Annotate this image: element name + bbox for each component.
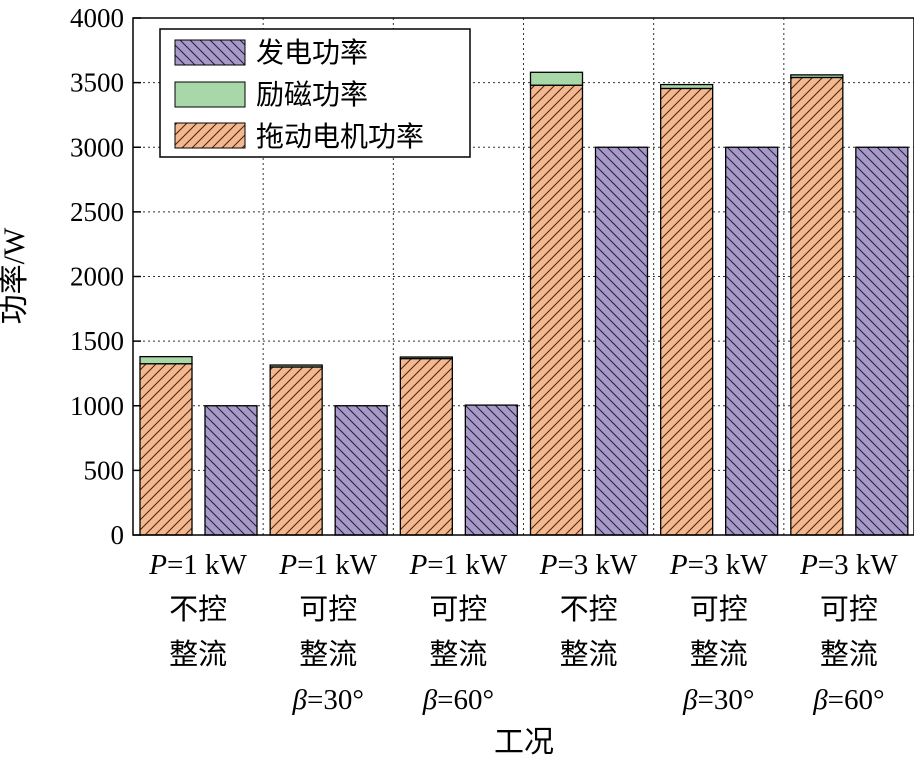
bar-excitation-power [269, 364, 323, 368]
bar-generation-power [725, 146, 779, 536]
y-tick-label: 0 [111, 520, 125, 550]
x-category-label: 可控 [299, 593, 357, 626]
legend-label-generation: 发电功率 [256, 37, 368, 69]
x-category-label: P=3 kW [669, 549, 768, 581]
x-category-label: 不控 [560, 593, 618, 626]
bar-excitation-power [790, 74, 844, 79]
legend-swatch-generation [174, 39, 246, 66]
bar-motor-power [269, 366, 323, 536]
bar-generation-power [464, 404, 518, 536]
bar-generation-power [334, 405, 388, 536]
y-axis: 0 500 1000 1500 2000 2500 3000 3500 4000 [70, 3, 141, 550]
x-category-label: 整流 [169, 638, 227, 671]
bar-excitation-power [660, 83, 714, 90]
bar-generation-power [594, 146, 649, 536]
y-tick-label: 3000 [70, 132, 124, 162]
x-category-label: 整流 [560, 638, 618, 671]
x-axis-title: 工况 [494, 726, 554, 759]
x-category-label: P=1 kW [278, 549, 377, 581]
legend-swatch-excitation [174, 81, 246, 108]
x-category-label: 不控 [169, 593, 227, 626]
x-category-label: P=3 kW [799, 549, 898, 581]
x-category-label: P=1 kW [148, 549, 247, 581]
legend: 发电功率 励磁功率 拖动电机功率 [159, 28, 471, 158]
bar-generation-power [204, 405, 258, 536]
legend-swatch-motor [174, 122, 246, 149]
legend-label-excitation: 励磁功率 [256, 79, 368, 111]
bar-motor-power [139, 363, 193, 536]
y-tick-label: 500 [84, 455, 125, 485]
legend-label-motor: 拖动电机功率 [256, 121, 424, 153]
y-tick-label: 4000 [70, 3, 124, 33]
y-tick-label: 2000 [70, 262, 124, 292]
x-category-label: β=60° [422, 684, 494, 716]
x-category-label: 可控 [820, 593, 878, 626]
bar-motor-power [399, 357, 453, 536]
y-tick-label: 1500 [70, 326, 124, 356]
x-category-label: 整流 [690, 638, 748, 671]
y-axis-title: 功率/W [0, 227, 31, 324]
bar-excitation-power [139, 355, 193, 365]
x-category-label: 可控 [429, 593, 487, 626]
y-tick-label: 3500 [70, 68, 124, 98]
x-category-label: β=30° [292, 684, 364, 716]
bar-motor-power [529, 84, 584, 536]
x-category-label: 整流 [820, 638, 878, 671]
bar-motor-power [660, 87, 714, 536]
bar-excitation-power [529, 71, 584, 86]
x-category-label: 可控 [690, 593, 748, 626]
y-tick-label: 1000 [70, 391, 124, 421]
bars [139, 71, 909, 536]
bar-generation-power [855, 146, 909, 536]
x-category-label: P=1 kW [409, 549, 508, 581]
y-tick-label: 2500 [70, 197, 124, 227]
x-category-label: 整流 [429, 638, 487, 671]
x-category-label: 整流 [299, 638, 357, 671]
bar-excitation-power [399, 356, 453, 360]
bar-motor-power [790, 76, 844, 536]
x-category-label: β=30° [682, 684, 754, 716]
x-category-label: β=60° [812, 684, 884, 716]
x-category-label: P=3 kW [539, 549, 638, 581]
